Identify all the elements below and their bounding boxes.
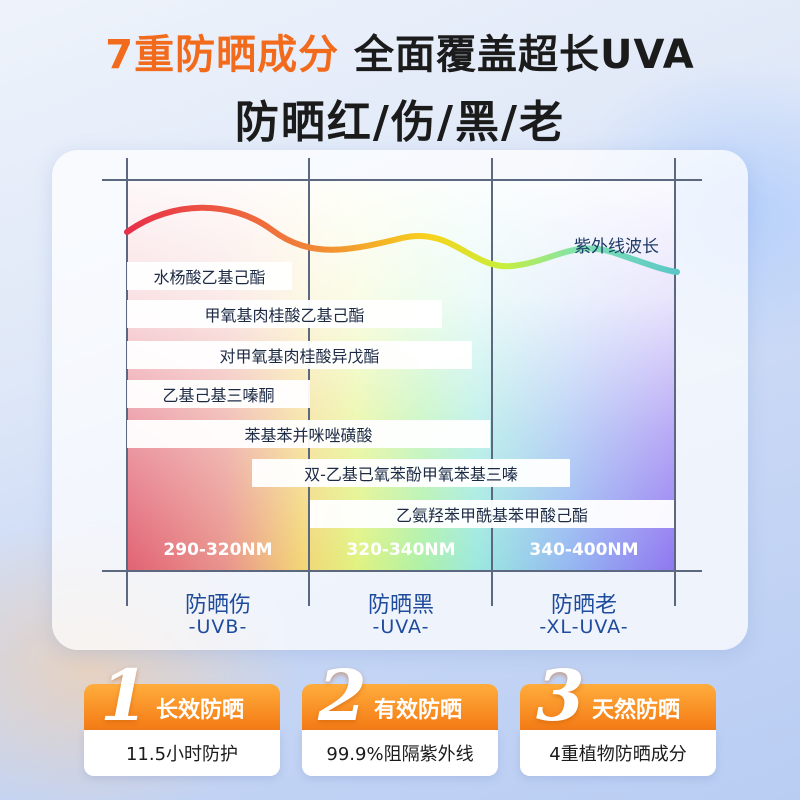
ingredient-bar: 乙氨羟苯甲酰基苯甲酸己酯: [310, 500, 674, 528]
ingredient-bar: 甲氧基肉桂酸乙基己酯: [127, 300, 442, 328]
ingredient-bar: 对甲氧基肉桂酸异戊酯: [127, 341, 472, 369]
feature-badge-3: 3 天然防晒 4重植物防晒成分: [520, 656, 716, 782]
feature-title: 长效防晒: [156, 698, 245, 723]
grid-line-2: [491, 158, 493, 606]
feature-title: 天然防晒: [592, 698, 681, 723]
band-type: -XL-UVA-: [539, 616, 629, 638]
feature-detail: 4重植物防晒成分: [520, 730, 716, 776]
ingredient-bar: 苯基苯并咪唑磺酸: [127, 420, 490, 448]
subheadline: 防晒红/伤/黑/老: [234, 97, 566, 148]
headline: 7重防晒成分 全面覆盖超长UVA: [0, 22, 800, 80]
headline-rest: 全面覆盖超长UVA: [354, 32, 695, 78]
ingredient-bar: 双-乙基已氧苯酚甲氧苯基三嗪: [252, 459, 570, 487]
feature-number: 3: [536, 654, 585, 737]
band-name: 防晒老: [550, 593, 617, 618]
feature-title: 有效防晒: [374, 698, 463, 723]
band-range: 290-320NM: [163, 540, 273, 560]
feature-badge-1: 1 长效防晒 11.5小时防护: [84, 656, 280, 782]
grid-line-top: [102, 179, 702, 181]
feature-number: 2: [318, 654, 367, 737]
ingredient-bar: 乙基己基三嗪酮: [127, 380, 310, 408]
grid-line-bottom: [102, 570, 702, 572]
band-name: 防晒伤: [184, 593, 251, 618]
uv-spectrum-card: 紫外线波长 水杨酸乙基己酯 甲氧基肉桂酸乙基己酯 对甲氧基肉桂酸异戊酯 乙基己基…: [52, 150, 748, 650]
grid-line-right: [674, 158, 676, 606]
feature-number: 1: [100, 654, 149, 737]
wave-label: 紫外线波长: [574, 237, 659, 257]
headline-highlight: 7重防晒成分: [105, 32, 340, 78]
band-type: -UVA-: [372, 616, 430, 638]
band-range: 340-400NM: [529, 540, 639, 560]
band-type: -UVB-: [188, 616, 248, 638]
feature-detail: 99.9%阻隔紫外线: [302, 730, 498, 776]
ingredient-bar: 水杨酸乙基己酯: [127, 262, 292, 290]
band-range: 320-340NM: [346, 540, 456, 560]
band-name: 防晒黑: [367, 593, 434, 618]
feature-detail: 11.5小时防护: [84, 730, 280, 776]
feature-badge-2: 2 有效防晒 99.9%阻隔紫外线: [302, 656, 498, 782]
uv-wave-icon: [124, 204, 680, 275]
